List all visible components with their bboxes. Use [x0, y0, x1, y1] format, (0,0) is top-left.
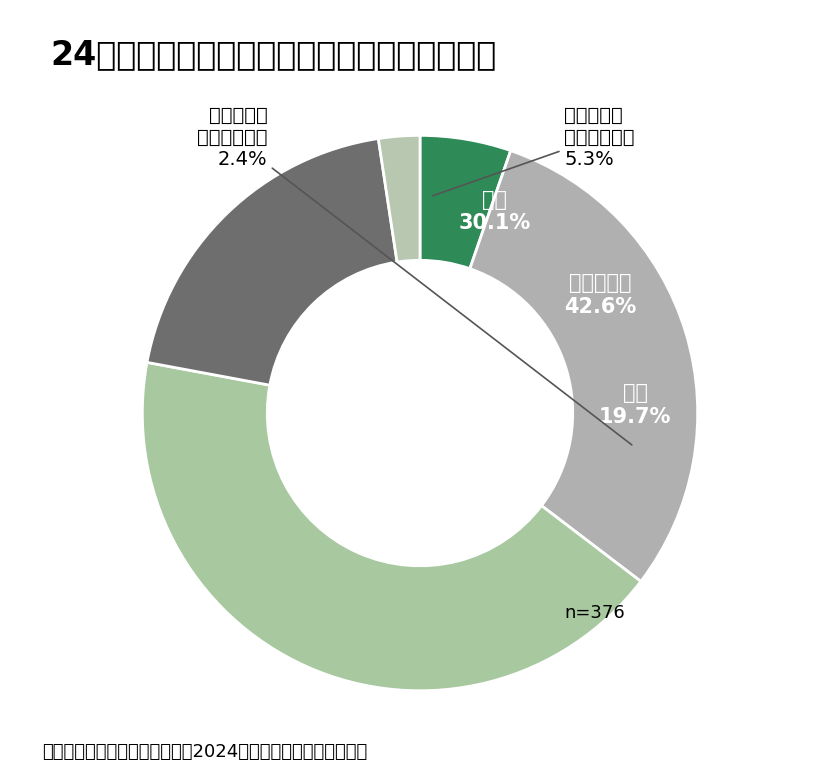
Text: 大幅に減少
（２割以上）
2.4%: 大幅に減少 （２割以上） 2.4%: [197, 105, 632, 445]
Text: 24年１～２月中旬の成約件数の前年同期比増減: 24年１～２月中旬の成約件数の前年同期比増減: [50, 38, 497, 71]
Wedge shape: [378, 135, 420, 262]
Text: （出所）全国賃貸住宅新聞社「2024年繁忙期速報アンケート」: （出所）全国賃貸住宅新聞社「2024年繁忙期速報アンケート」: [42, 744, 367, 761]
Text: 増加
30.1%: 増加 30.1%: [459, 190, 531, 233]
Wedge shape: [147, 138, 397, 385]
Text: 変わらない
42.6%: 変わらない 42.6%: [564, 273, 636, 316]
Text: 減少
19.7%: 減少 19.7%: [599, 383, 671, 426]
Wedge shape: [420, 135, 511, 269]
Text: n=376: n=376: [564, 604, 625, 622]
Wedge shape: [142, 362, 641, 690]
Text: 大幅に増加
（２割以上）
5.3%: 大幅に増加 （２割以上） 5.3%: [433, 105, 635, 196]
Wedge shape: [470, 151, 698, 581]
